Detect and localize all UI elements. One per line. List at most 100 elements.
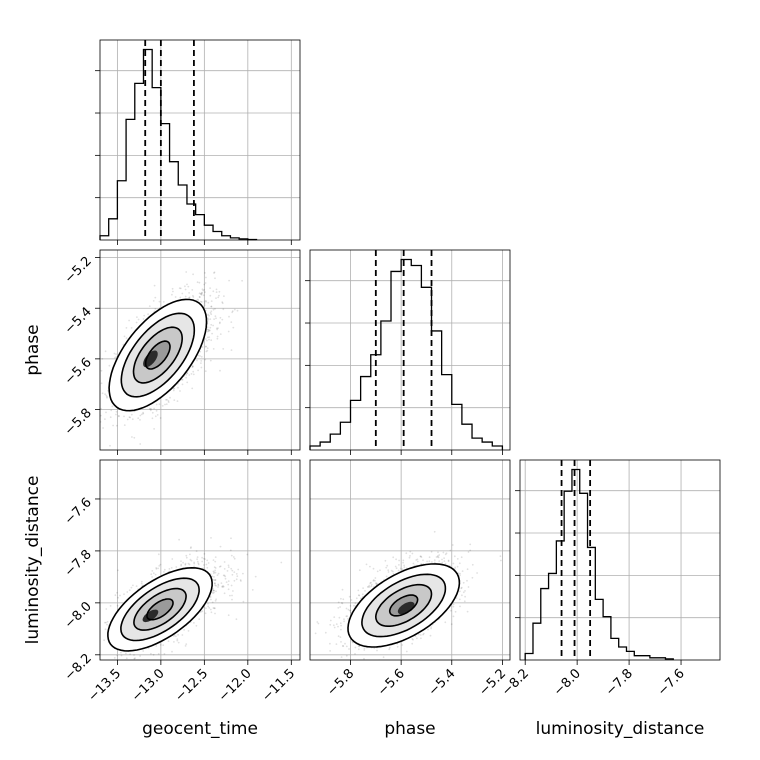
- histogram-panel-geocent_time: [95, 39, 301, 245]
- scatter-point: [200, 355, 203, 358]
- scatter-point: [168, 568, 171, 570]
- scatter-point: [450, 609, 452, 612]
- scatter-point: [452, 562, 455, 565]
- scatter-point: [456, 565, 459, 568]
- scatter-point: [166, 398, 168, 401]
- scatter-point: [409, 550, 412, 553]
- scatter-point: [151, 411, 154, 414]
- scatter-point: [452, 603, 455, 606]
- scatter-point: [207, 605, 210, 608]
- scatter-point: [147, 313, 150, 316]
- scatter-point: [214, 582, 216, 585]
- scatter-point: [444, 562, 447, 565]
- scatter-point: [431, 561, 433, 563]
- scatter-point: [368, 586, 371, 588]
- scatter-point: [207, 562, 210, 564]
- scatter-point: [181, 634, 184, 636]
- scatter-point: [455, 597, 458, 599]
- scatter-point: [173, 635, 175, 637]
- scatter-point: [229, 594, 231, 597]
- scatter-point: [207, 301, 210, 304]
- scatter-point: [186, 372, 189, 374]
- panel-content: [310, 460, 510, 664]
- scatter-point: [106, 620, 109, 623]
- scatter-point: [206, 339, 208, 342]
- scatter-point: [365, 563, 368, 566]
- scatter-point: [193, 562, 196, 565]
- scatter-point: [208, 336, 211, 338]
- scatter-point: [211, 575, 214, 578]
- scatter-point: [180, 564, 183, 567]
- scatter-point: [186, 283, 188, 286]
- panel-frame: [99, 39, 301, 241]
- scatter-point: [192, 273, 195, 276]
- scatter-point: [201, 291, 203, 294]
- scatter-point: [101, 358, 104, 360]
- scatter-point: [212, 572, 215, 575]
- scatter-point: [169, 396, 171, 399]
- scatter-point: [233, 557, 236, 560]
- scatter-point: [163, 653, 166, 655]
- scatter-point: [357, 645, 360, 648]
- scatter-point: [84, 439, 86, 441]
- scatter-point: [212, 592, 214, 595]
- scatter-point: [349, 611, 352, 614]
- scatter-point: [225, 581, 228, 583]
- scatter-point: [342, 645, 345, 647]
- scatter-point: [209, 359, 212, 362]
- scatter-point: [96, 660, 98, 662]
- scatter-point: [123, 415, 125, 418]
- scatter-point: [499, 555, 502, 558]
- scatter-point: [97, 657, 99, 659]
- scatter-point: [221, 586, 224, 588]
- scatter-point: [212, 588, 214, 590]
- scatter-point: [128, 319, 131, 322]
- scatter-point: [215, 297, 217, 299]
- scatter-point: [213, 272, 215, 274]
- scatter-point: [461, 570, 464, 572]
- scatter-point: [438, 554, 441, 556]
- scatter-point: [223, 295, 225, 297]
- scatter-point: [158, 565, 161, 567]
- scatter-point: [103, 639, 105, 642]
- scatter-point: [180, 560, 182, 562]
- scatter-point: [178, 287, 181, 290]
- scatter-point: [205, 346, 207, 348]
- scatter-point: [191, 366, 194, 368]
- scatter-point: [190, 546, 192, 548]
- scatter-point: [172, 290, 174, 293]
- scatter-point: [219, 369, 221, 372]
- panel-content: [84, 250, 300, 450]
- scatter-point: [176, 400, 179, 402]
- scatter-point: [242, 572, 244, 575]
- scatter-point: [217, 586, 219, 588]
- scatter-point: [433, 561, 436, 564]
- scatter-point: [384, 559, 387, 562]
- scatter-point: [100, 369, 103, 372]
- scatter-point: [387, 571, 390, 573]
- scatter-point: [217, 583, 220, 586]
- scatter-point: [214, 612, 216, 615]
- scatter-point: [105, 394, 108, 397]
- scatter-point: [355, 662, 357, 664]
- scatter-point: [329, 642, 331, 645]
- scatter-point: [123, 424, 126, 426]
- scatter-point: [190, 373, 193, 375]
- scatter-point: [420, 556, 423, 558]
- scatter-point: [110, 409, 113, 412]
- scatter-point: [189, 547, 192, 549]
- scatter-point: [206, 336, 209, 339]
- scatter-point: [222, 308, 225, 311]
- scatter-point: [219, 316, 222, 319]
- scatter-point: [137, 417, 140, 420]
- scatter-point: [235, 618, 238, 621]
- scatter-point: [171, 287, 174, 290]
- scatter-point: [186, 381, 189, 384]
- scatter-point: [115, 413, 117, 416]
- scatter-point: [187, 630, 190, 632]
- scatter-point: [246, 553, 249, 556]
- scatter-point: [108, 364, 111, 367]
- scatter-point: [123, 335, 126, 338]
- scatter-point: [376, 570, 379, 573]
- scatter-point: [214, 579, 217, 582]
